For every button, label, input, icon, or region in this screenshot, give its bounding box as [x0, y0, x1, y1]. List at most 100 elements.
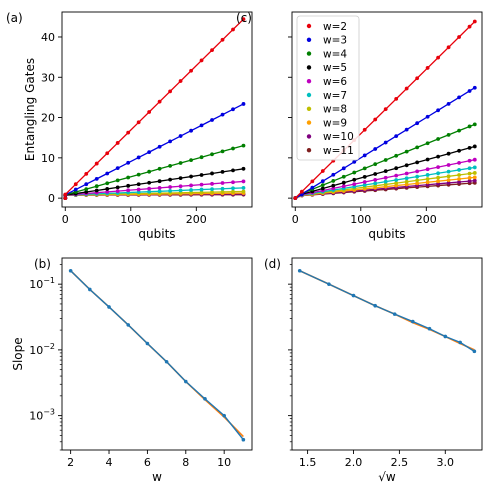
- data-point-w3: [115, 166, 120, 171]
- data-point-w4: [136, 172, 141, 177]
- data-point-w8: [241, 189, 246, 194]
- data-point-w6: [241, 179, 246, 184]
- data-point-w2: [310, 179, 315, 184]
- legend-marker: [306, 92, 312, 98]
- legend-marker: [306, 134, 312, 139]
- data-point-w3: [373, 147, 378, 151]
- data-point-w8: [415, 178, 420, 183]
- data-point-w4: [373, 162, 378, 167]
- data-point-w5: [147, 180, 152, 185]
- panel-label: (b): [34, 257, 51, 271]
- data-point-w4: [341, 174, 346, 179]
- data-point-w2: [157, 99, 162, 104]
- data-point-w5: [231, 168, 235, 173]
- data-point-w8: [467, 171, 472, 176]
- data-point-w3: [415, 121, 420, 126]
- data-point-w5: [341, 180, 346, 185]
- data-point-w10: [472, 178, 477, 183]
- data-point-w5: [189, 174, 193, 179]
- series-line-w4: [64, 144, 244, 199]
- data-point-w7: [241, 185, 246, 190]
- y-axis-label: Entangling Gates: [23, 58, 37, 161]
- data-point-w9: [425, 180, 430, 185]
- data-point-w5: [126, 183, 131, 188]
- legend-marker: [306, 79, 312, 84]
- data-point-w5: [178, 176, 183, 181]
- data-point-w7: [189, 188, 193, 192]
- data-point-w9: [472, 175, 477, 180]
- panel-label: (c): [236, 11, 252, 25]
- data-point-w3: [157, 144, 162, 149]
- data-point-w5: [383, 169, 388, 174]
- data-point-w2: [126, 130, 131, 135]
- data-point-w2: [210, 48, 214, 53]
- data-point-w4: [241, 143, 246, 148]
- slope-point: [241, 437, 246, 442]
- data-point-w2: [168, 89, 173, 94]
- data-point-w7: [415, 174, 420, 179]
- data-point-w2: [94, 161, 99, 166]
- data-point-w6: [415, 169, 420, 174]
- data-point-w3: [404, 127, 409, 132]
- data-point-w6: [178, 184, 183, 189]
- x-axis-label: w: [152, 470, 162, 484]
- slope-point: [88, 287, 92, 292]
- data-point-w7: [362, 183, 367, 187]
- data-point-w3: [189, 128, 193, 133]
- data-point-w3: [394, 134, 399, 138]
- data-point-w3: [425, 114, 430, 119]
- y-tick-label: 40: [41, 31, 55, 44]
- data-point-w9: [436, 179, 440, 184]
- data-point-w4: [362, 166, 367, 171]
- x-tick-label: 4: [106, 456, 113, 469]
- data-point-w2: [189, 68, 193, 73]
- data-point-w6: [105, 189, 110, 194]
- data-point-w5: [168, 177, 173, 182]
- tick-base: 10: [29, 410, 43, 423]
- data-point-w3: [136, 155, 141, 160]
- data-point-w5: [425, 157, 430, 162]
- data-point-w7: [178, 188, 183, 193]
- data-point-w6: [436, 165, 440, 170]
- series-line-w2: [64, 18, 244, 199]
- x-tick-label: 0: [62, 213, 69, 226]
- x-axis-label: √w: [378, 470, 396, 484]
- data-point-w6: [136, 187, 141, 192]
- data-point-w7: [168, 188, 173, 193]
- data-point-w7: [231, 186, 235, 191]
- data-point-w4: [168, 164, 173, 168]
- x-tick-label: 200: [416, 213, 437, 226]
- data-point-w3: [331, 172, 336, 177]
- legend-entry: w=6: [323, 76, 347, 88]
- data-point-w2: [472, 19, 477, 24]
- data-point-w4: [467, 124, 472, 129]
- x-tick-label: 1.5: [299, 456, 317, 469]
- legend-entry: w=10: [323, 131, 354, 143]
- data-point-w8: [457, 173, 461, 177]
- data-point-w2: [136, 120, 141, 125]
- data-point-w3: [126, 160, 131, 165]
- axes-frame: [291, 257, 483, 451]
- y-tick-label: 10: [41, 152, 55, 165]
- data-point-w2: [415, 76, 420, 81]
- data-point-w4: [446, 132, 451, 137]
- data-point-w10: [467, 179, 472, 184]
- legend-entry: w=4: [323, 48, 347, 60]
- data-point-w7: [383, 179, 388, 184]
- data-point-w7: [199, 187, 204, 192]
- data-point-w7: [157, 189, 162, 194]
- data-point-w6: [126, 188, 131, 193]
- legend-marker: [306, 120, 312, 125]
- data-point-w9: [446, 178, 451, 182]
- data-point-w3: [383, 140, 388, 145]
- legend-box: [296, 15, 360, 161]
- data-point-w4: [189, 158, 193, 163]
- tick-exponent: −1: [43, 276, 55, 285]
- data-point-w5: [199, 173, 204, 177]
- tick-base: 10: [29, 278, 43, 291]
- data-point-w8: [394, 181, 399, 185]
- data-point-w2: [199, 58, 204, 63]
- panel-label: (d): [264, 257, 281, 271]
- data-point-w4: [404, 149, 409, 154]
